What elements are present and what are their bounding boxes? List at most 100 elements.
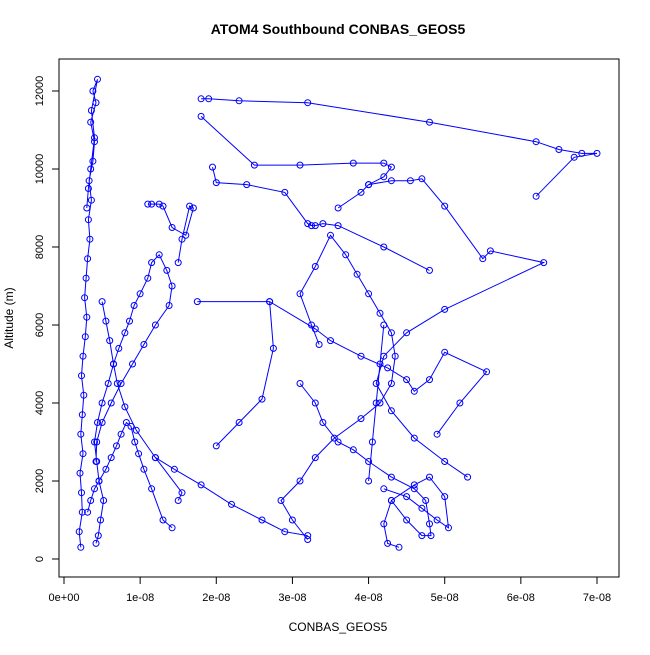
data-point bbox=[380, 173, 388, 181]
data-point bbox=[86, 235, 94, 243]
data-point bbox=[456, 399, 464, 407]
data-point bbox=[315, 341, 323, 348]
data-point bbox=[78, 508, 86, 516]
data-point bbox=[228, 500, 235, 508]
data-point bbox=[357, 352, 365, 360]
data-point bbox=[151, 321, 159, 329]
data-point bbox=[281, 188, 289, 196]
data-point bbox=[92, 539, 100, 547]
data-point bbox=[311, 325, 319, 333]
data-point bbox=[376, 360, 384, 368]
data-point bbox=[81, 333, 89, 341]
data-point bbox=[349, 446, 357, 454]
data-point bbox=[483, 368, 491, 376]
data-point bbox=[131, 438, 139, 446]
data-point bbox=[387, 473, 395, 481]
data-point bbox=[107, 454, 115, 462]
x-axis: 0e+00 1e-08 2e-08 3e-08 4e-08 5e-08 6e-08 7e-08 bbox=[49, 576, 611, 604]
y-axis: 0 2000 4000 6000 8000 10000 12000 bbox=[34, 76, 60, 562]
data-point bbox=[102, 317, 110, 325]
data-point bbox=[380, 485, 388, 493]
data-point bbox=[235, 419, 243, 426]
data-point bbox=[555, 146, 563, 153]
data-point bbox=[84, 255, 92, 263]
data-point bbox=[269, 344, 277, 352]
data-point bbox=[387, 380, 395, 387]
data-point bbox=[387, 329, 395, 337]
data-point bbox=[98, 399, 106, 407]
x-tick-label: 1e-08 bbox=[126, 592, 154, 604]
data-point bbox=[410, 434, 418, 442]
data-point bbox=[78, 411, 86, 419]
data-point bbox=[91, 485, 98, 493]
data-point bbox=[89, 157, 97, 165]
y-axis-label: Altitude (m) bbox=[2, 287, 16, 348]
data-point bbox=[87, 497, 95, 504]
data-point bbox=[403, 329, 411, 337]
series-line-4 bbox=[201, 98, 598, 197]
data-point bbox=[151, 454, 159, 462]
data-point bbox=[113, 380, 121, 387]
data-point bbox=[311, 399, 319, 407]
data-point bbox=[376, 399, 384, 407]
series-line-13 bbox=[101, 301, 183, 501]
data-point bbox=[380, 321, 388, 329]
x-tick-label: 4e-08 bbox=[355, 592, 383, 604]
data-point bbox=[174, 259, 182, 267]
y-tick-label: 8000 bbox=[34, 235, 46, 259]
series-line-5 bbox=[200, 116, 393, 209]
data-point bbox=[441, 305, 449, 313]
data-point bbox=[95, 477, 103, 485]
data-point bbox=[75, 528, 83, 536]
y-tick-label: 0 bbox=[34, 556, 46, 562]
data-point bbox=[212, 442, 220, 450]
data-point bbox=[84, 216, 92, 224]
series-line-12 bbox=[280, 234, 396, 540]
data-point bbox=[98, 419, 106, 426]
data-point bbox=[296, 290, 304, 298]
data-point bbox=[81, 294, 89, 302]
data-point bbox=[91, 138, 98, 146]
data-point bbox=[433, 430, 441, 438]
data-point bbox=[168, 524, 176, 532]
data-point bbox=[532, 192, 540, 200]
data-point bbox=[330, 434, 338, 442]
data-point bbox=[115, 344, 123, 352]
data-point bbox=[368, 438, 376, 446]
data-point bbox=[372, 380, 380, 387]
data-point bbox=[357, 415, 365, 423]
data-point bbox=[380, 159, 388, 167]
data-point bbox=[97, 516, 104, 524]
data-point bbox=[87, 107, 95, 114]
data-point bbox=[311, 454, 319, 462]
data-point bbox=[334, 438, 342, 446]
data-point bbox=[197, 95, 205, 103]
data-point bbox=[464, 473, 472, 481]
data-point bbox=[107, 399, 115, 407]
data-point bbox=[281, 528, 289, 536]
data-point bbox=[266, 298, 274, 306]
data-point bbox=[83, 204, 91, 212]
data-point bbox=[168, 224, 176, 231]
y-tick-label: 10000 bbox=[34, 154, 46, 185]
data-point bbox=[427, 532, 435, 540]
data-point bbox=[433, 516, 441, 524]
data-point bbox=[304, 532, 312, 540]
data-point bbox=[296, 380, 304, 387]
data-point bbox=[122, 419, 130, 426]
series-line-8 bbox=[368, 178, 546, 478]
data-point bbox=[418, 504, 426, 512]
data-point bbox=[441, 458, 449, 465]
series-line-7 bbox=[147, 203, 194, 263]
data-point bbox=[144, 200, 152, 208]
data-point bbox=[308, 321, 315, 329]
data-point bbox=[479, 255, 487, 263]
y-tick-label: 12000 bbox=[34, 76, 46, 107]
data-point bbox=[540, 259, 548, 267]
data-point bbox=[85, 177, 93, 185]
data-point bbox=[380, 243, 388, 251]
data-point bbox=[304, 99, 312, 107]
data-point bbox=[104, 380, 112, 387]
data-point bbox=[197, 481, 205, 489]
data-point bbox=[140, 465, 148, 473]
